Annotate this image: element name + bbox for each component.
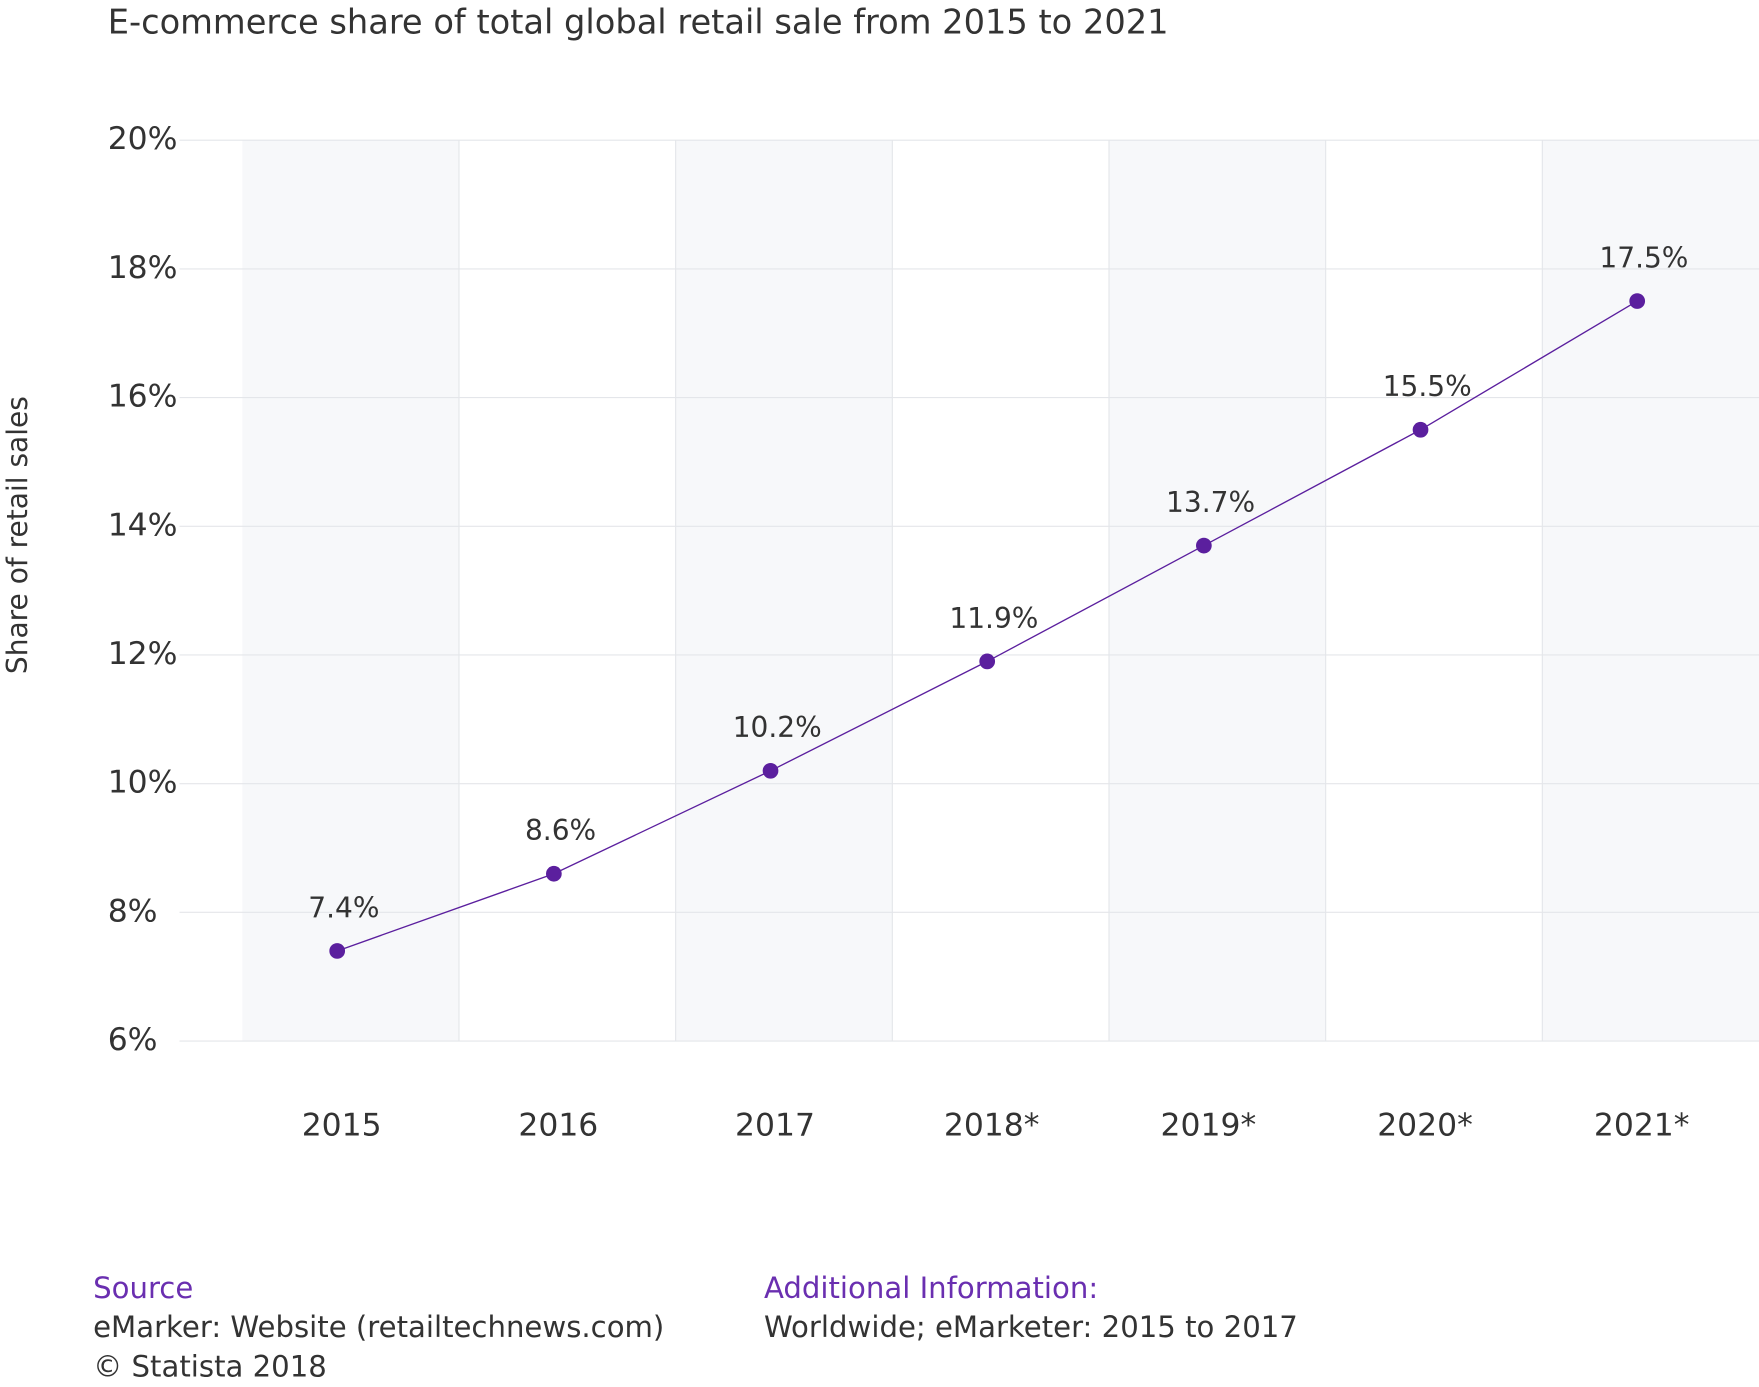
data-label: 17.5% [1599, 241, 1688, 274]
data-point [979, 653, 996, 670]
additional-info-label: Additional Information: [764, 1271, 1098, 1305]
copyright: © Statista 2018 [93, 1349, 327, 1383]
chart-title: E-commerce share of total global retail … [108, 3, 1169, 42]
x-tick-label: 2016 [518, 1107, 598, 1143]
column-band [1108, 140, 1326, 1042]
data-label: 7.4% [308, 891, 379, 924]
y-tick-label: 8% [108, 893, 158, 929]
column-band [242, 140, 459, 1042]
data-point [1629, 293, 1646, 309]
additional-info: Worldwide; eMarketer: 2015 to 2017 [764, 1310, 1298, 1344]
x-tick-label: 2018* [944, 1107, 1040, 1143]
column-band [675, 140, 893, 1042]
data-label: 10.2% [733, 711, 822, 744]
y-tick-label: 16% [108, 379, 178, 415]
column-band [1542, 140, 1759, 1042]
y-tick-label: 18% [108, 250, 178, 286]
data-point [762, 762, 779, 779]
x-tick-label: 2017 [735, 1107, 815, 1143]
data-label: 13.7% [1166, 486, 1255, 519]
y-tick-label: 14% [108, 507, 178, 543]
data-label: 11.9% [949, 602, 1038, 635]
x-tick-label: 2020* [1377, 1107, 1473, 1143]
y-tick-label: 12% [108, 636, 178, 672]
x-tick-label: 2019* [1161, 1107, 1257, 1143]
x-tick-label: 2015 [302, 1107, 382, 1143]
data-label: 15.5% [1383, 370, 1472, 403]
x-tick-label: 2021* [1594, 1107, 1690, 1143]
data-label: 8.6% [525, 814, 596, 847]
y-tick-label: 10% [108, 765, 178, 801]
data-point [546, 865, 562, 882]
y-tick-label: 6% [108, 1022, 158, 1058]
data-point [329, 943, 346, 959]
data-point [1196, 537, 1212, 554]
source: eMarker: Website (retailtechnews.com) [93, 1310, 664, 1344]
y-tick-label: 20% [108, 121, 178, 157]
source-label: Source [93, 1271, 193, 1305]
y-axis-label: Share of retail sales [1, 396, 34, 674]
data-point [1412, 421, 1429, 438]
